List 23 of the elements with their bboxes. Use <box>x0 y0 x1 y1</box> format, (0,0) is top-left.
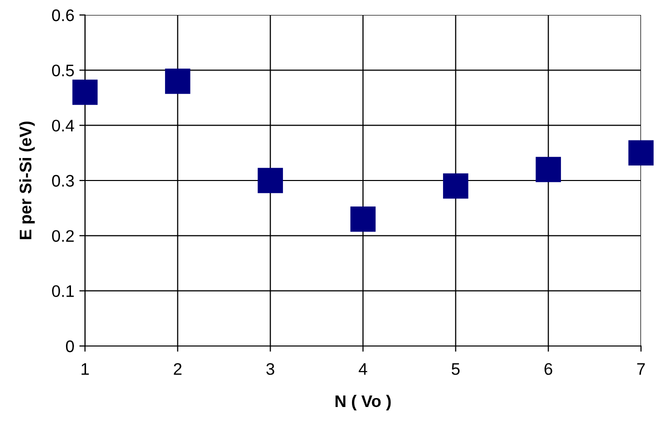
x-tick-label: 5 <box>452 363 460 375</box>
point <box>350 206 376 232</box>
x-tick-label: 4 <box>358 363 368 375</box>
point <box>72 80 98 105</box>
y-tick-label: 0.1 <box>52 285 74 298</box>
y-tick-label: 0.3 <box>52 174 74 187</box>
y-tick-label: 0.2 <box>52 230 74 242</box>
point <box>443 173 468 199</box>
x-tick-label: 7 <box>637 363 645 375</box>
point <box>628 140 654 166</box>
y-tick-label: 0.4 <box>52 120 74 132</box>
x-tick-label: 2 <box>174 363 182 375</box>
point <box>165 68 190 94</box>
x-tick-label: 1 <box>82 363 89 375</box>
y-tick-label: 0 <box>66 340 74 352</box>
point <box>258 168 283 194</box>
point <box>536 156 561 182</box>
y-tick-label: 0.6 <box>52 9 74 22</box>
x-axis-title: N ( Vo ) <box>336 394 391 410</box>
x-tick-label: 3 <box>266 363 274 375</box>
y-tick-label: 0.5 <box>52 64 74 76</box>
y-axis-title: E per Si-Si (eV) <box>19 122 35 240</box>
x-tick-label: 6 <box>544 363 552 375</box>
